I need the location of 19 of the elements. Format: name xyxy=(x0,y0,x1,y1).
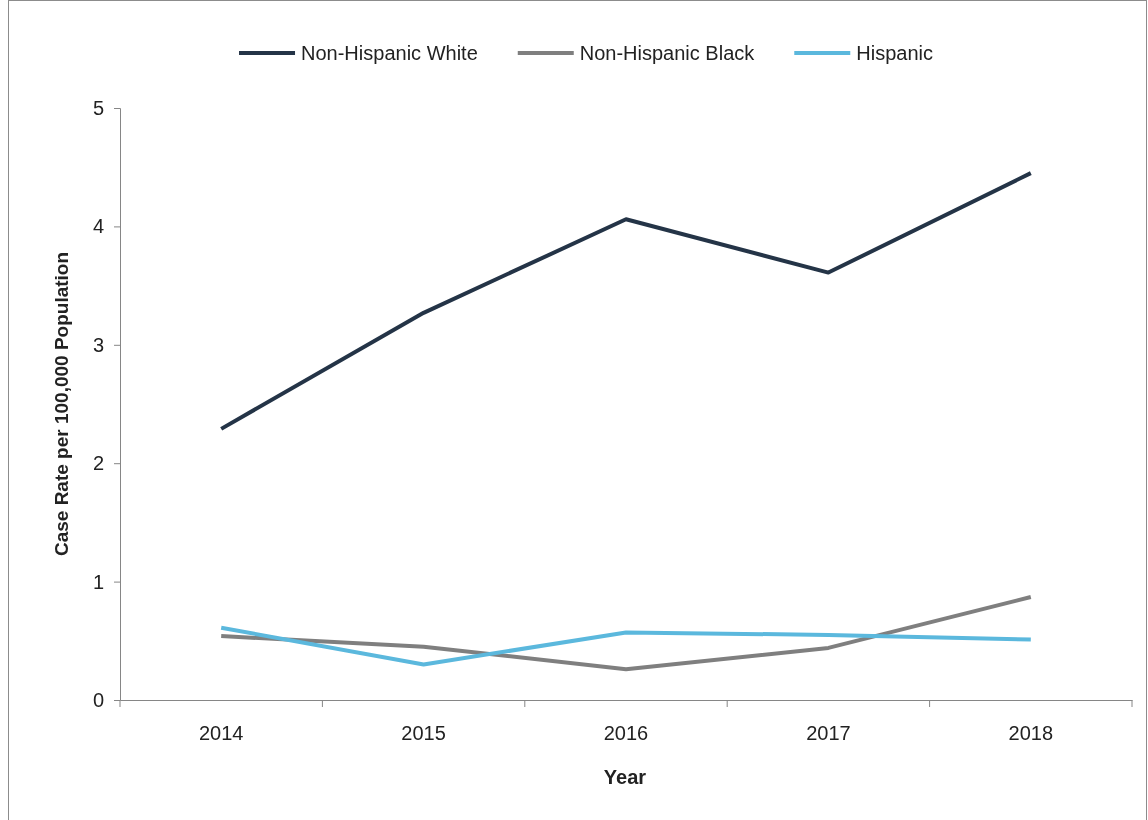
y-tick-label: 2 xyxy=(92,452,104,475)
legend-label: Non-Hispanic Black xyxy=(579,42,756,64)
x-tick-label: 2014 xyxy=(198,722,244,745)
x-tick-label: 2017 xyxy=(806,722,851,745)
x-tick-label: 2016 xyxy=(603,722,649,745)
x-tick-label: 2018 xyxy=(1008,722,1054,745)
line-series xyxy=(219,594,1033,672)
x-tick-label: 2015 xyxy=(401,722,446,745)
x-axis-title: Year xyxy=(603,766,647,788)
y-tick-label: 0 xyxy=(92,688,104,711)
y-tick-label: 1 xyxy=(92,570,104,593)
line-series xyxy=(219,625,1033,667)
y-tick-label: 5 xyxy=(92,96,104,119)
y-tick-label: 4 xyxy=(92,215,104,238)
legend-label: Non-Hispanic White xyxy=(301,42,478,64)
y-axis-title: Case Rate per 100,000 Population xyxy=(51,251,72,557)
line-series xyxy=(219,171,1033,431)
y-tick-label: 3 xyxy=(92,333,104,356)
legend-label: Hispanic xyxy=(856,42,933,64)
